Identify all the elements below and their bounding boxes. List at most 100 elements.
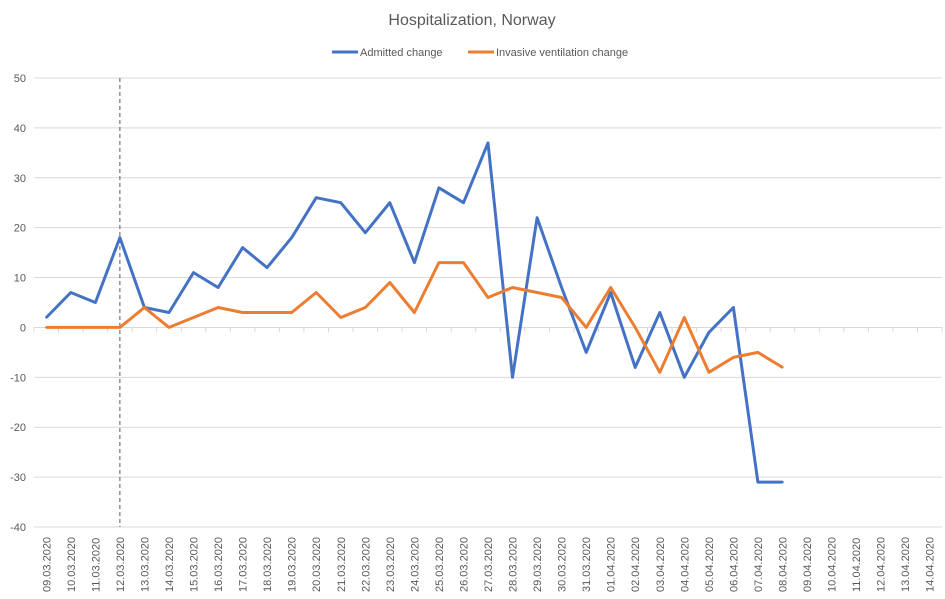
x-tick-label: 09.03.2020 [41,537,53,592]
x-tick-label: 12.03.2020 [115,537,127,592]
y-tick-label: 30 [14,173,26,185]
x-tick-label: 01.04.2020 [606,537,618,592]
x-axis: 09.03.2020 10.03.2020 11.03.2020 12.03.2020… [33,327,943,592]
x-tick-label: 29.03.2020 [532,537,544,592]
data-point [683,376,686,379]
data-point [94,326,97,329]
data-point [192,271,195,274]
data-point [584,351,588,354]
series-line-ventilation [46,261,784,374]
data-point [216,306,220,309]
data-point [511,286,514,289]
data-point [364,231,367,234]
data-point [167,311,171,314]
data-point [118,236,122,239]
data-point [756,480,760,484]
data-point [535,216,539,219]
data-point [486,141,490,145]
data-point [118,326,122,329]
data-point [732,356,735,359]
x-tick-label: 26.03.2020 [458,537,470,592]
x-tick-label: 30.03.2020 [557,537,569,592]
x-tick-label: 13.04.2020 [900,537,912,592]
y-axis: -40 -30 -20 -10 0 10 20 30 40 50 [10,73,26,534]
data-point [437,261,441,264]
data-point [216,286,220,289]
data-point [634,326,637,329]
data-point [658,311,661,314]
y-tick-label: 50 [14,73,26,85]
y-tick-label: -20 [10,422,26,434]
chart-title: Hospitalization, Norway [388,12,555,29]
x-tick-label: 19.03.2020 [287,537,299,592]
data-point [732,306,735,309]
y-tick-label: 40 [14,123,26,135]
data-point [781,480,784,484]
data-point [290,236,293,239]
y-tick-label: 0 [20,322,26,334]
data-point [388,281,392,284]
x-tick-label: 18.03.2020 [262,537,274,592]
x-tick-label: 10.03.2020 [66,537,78,592]
x-tick-label: 10.04.2020 [827,537,839,592]
data-point [69,326,73,329]
data-point [707,331,711,334]
x-tick-label: 23.03.2020 [385,537,397,592]
x-tick-label: 05.04.2020 [704,537,716,592]
data-point [462,261,465,264]
x-tick-label: 24.03.2020 [409,537,421,592]
data-point [315,196,318,199]
data-point [339,316,342,319]
data-point [462,201,465,204]
data-point [658,371,661,374]
data-point [437,186,441,189]
x-tick-label: 12.04.2020 [876,537,888,592]
y-tick-label: 20 [14,223,26,235]
x-tick-label: 20.03.2020 [311,537,323,592]
x-tick-label: 04.04.2020 [679,537,691,592]
data-point [609,291,612,294]
x-tick-label: 08.04.2020 [777,537,789,592]
data-point [634,366,637,369]
data-point [241,311,244,314]
data-point [609,286,612,289]
data-point [265,311,269,314]
x-tick-label: 28.03.2020 [508,537,520,592]
data-point [241,246,244,249]
x-tick-label: 14.04.2020 [925,537,937,592]
data-point [315,291,318,294]
legend: Admitted change Invasive ventilation chan… [332,47,628,59]
data-point [560,296,563,299]
data-point [94,301,97,304]
x-tick-label: 09.04.2020 [802,537,814,592]
data-point [339,201,342,204]
y-tick-label: 10 [14,273,26,285]
x-tick-label: 25.03.2020 [434,537,446,592]
x-tick-label: 11.03.2020 [90,538,102,592]
x-tick-label: 11.04.2020 [851,538,863,592]
data-point [143,306,146,309]
x-tick-label: 22.03.2020 [360,537,372,592]
data-point [413,311,416,314]
data-point [45,316,48,319]
x-tick-label: 15.03.2020 [189,537,201,592]
data-point [781,366,784,369]
data-point [486,296,490,299]
data-point [413,261,416,264]
data-point [167,326,171,329]
data-point [364,306,367,309]
x-tick-label: 14.03.2020 [164,537,176,592]
data-point [560,286,563,289]
y-tick-label: -30 [10,472,26,484]
data-point [756,351,760,354]
data-point [511,376,514,379]
series-group [45,141,784,484]
data-point [290,311,293,314]
data-point [707,371,711,374]
x-tick-label: 27.03.2020 [483,537,495,592]
gridlines [34,77,942,528]
x-tick-label: 02.04.2020 [630,537,642,592]
data-point [683,316,686,319]
x-tick-label: 31.03.2020 [581,537,593,592]
